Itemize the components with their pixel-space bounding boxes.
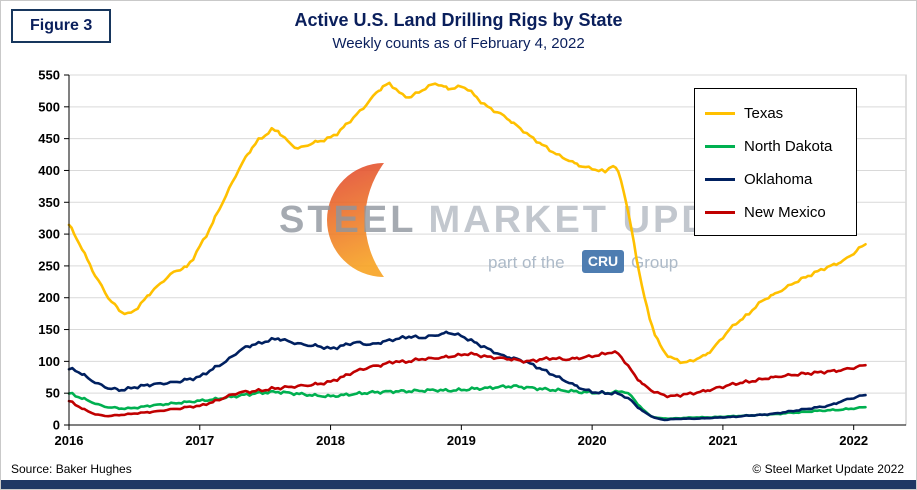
legend-item-oklahoma: Oklahoma	[705, 163, 846, 196]
x-tick-label: 2020	[578, 433, 607, 448]
legend-line-swatch	[705, 211, 735, 214]
y-tick-label: 100	[38, 354, 60, 369]
legend-label: Texas	[744, 105, 784, 122]
legend-label: New Mexico	[744, 204, 826, 221]
watermark-cru-badge-text: CRU	[588, 253, 618, 269]
y-tick-label: 200	[38, 290, 60, 305]
legend-label: Oklahoma	[744, 171, 813, 188]
chart-legend: Texas North Dakota Oklahoma New Mexico	[694, 88, 857, 236]
y-tick-label: 150	[38, 322, 60, 337]
y-tick-label: 350	[38, 195, 60, 210]
legend-item-north-dakota: North Dakota	[705, 130, 846, 163]
y-tick-label: 400	[38, 163, 60, 178]
x-tick-label: 2018	[316, 433, 345, 448]
watermark-tagline-suffix: Group	[631, 253, 678, 272]
copyright-note: © Steel Market Update 2022	[752, 462, 904, 476]
x-tick-label: 2016	[55, 433, 84, 448]
legend-line-swatch	[705, 112, 735, 115]
source-note: Source: Baker Hughes	[11, 462, 132, 476]
x-tick-label: 2019	[447, 433, 476, 448]
series-line-oklahoma	[67, 330, 867, 422]
y-tick-label: 500	[38, 99, 60, 114]
legend-line-swatch	[705, 145, 735, 148]
bottom-accent-bar	[1, 480, 916, 489]
x-tick-label: 2021	[708, 433, 737, 448]
legend-item-new-mexico: New Mexico	[705, 196, 846, 229]
x-tick-label: 2022	[839, 433, 868, 448]
series-line-new-mexico	[67, 350, 867, 418]
y-tick-label: 0	[53, 418, 60, 433]
legend-line-swatch	[705, 178, 735, 181]
watermark-crescent-logo	[327, 163, 384, 277]
y-tick-label: 300	[38, 227, 60, 242]
watermark-cru-badge	[582, 250, 624, 273]
watermark-tagline-prefix: part of the	[488, 253, 565, 272]
y-tick-label: 50	[46, 386, 60, 401]
y-tick-label: 450	[38, 131, 60, 146]
x-tick-label: 2017	[185, 433, 214, 448]
y-tick-label: 250	[38, 258, 60, 273]
figure-number-badge: Figure 3	[11, 9, 112, 43]
y-tick-label: 550	[38, 68, 60, 83]
series-line-texas	[67, 81, 867, 365]
legend-item-texas: Texas	[705, 97, 846, 130]
legend-label: North Dakota	[744, 138, 833, 155]
